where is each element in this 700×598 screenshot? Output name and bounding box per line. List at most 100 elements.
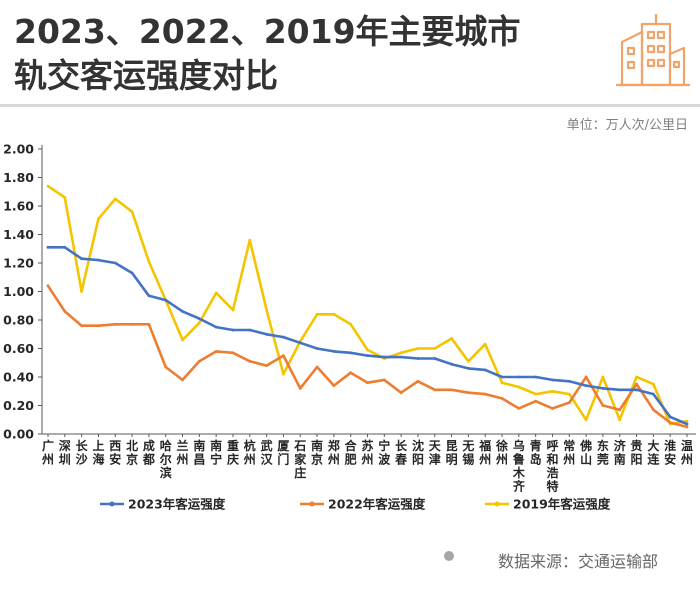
data-point <box>551 378 554 382</box>
x-tick-label: 苏州 <box>360 438 373 467</box>
unit-label: 单位：万人次/公里日 <box>566 118 688 133</box>
y-tick-label: 0.80 <box>3 313 34 328</box>
data-point <box>97 258 100 262</box>
data-point <box>483 368 487 372</box>
data-point <box>282 372 285 376</box>
data-point <box>567 379 571 383</box>
data-point <box>618 388 622 392</box>
data-point <box>80 290 83 293</box>
y-tick-label: 2.00 <box>3 142 34 157</box>
x-tick-label: 武汉 <box>261 438 274 467</box>
data-point <box>97 324 100 328</box>
data-point <box>265 364 268 367</box>
data-point <box>282 335 285 339</box>
data-point <box>248 359 252 363</box>
data-point <box>567 392 571 396</box>
x-tick-label: 杭州 <box>243 438 256 467</box>
data-point <box>130 210 134 214</box>
data-point <box>551 389 554 393</box>
x-tick-label: 南京 <box>311 438 323 467</box>
data-point <box>635 382 638 386</box>
data-point <box>197 321 201 325</box>
x-tick-label: 长沙 <box>76 438 89 467</box>
city-buildings-icon <box>616 14 690 87</box>
legend-label-0: 2023年客运强度 <box>128 497 226 512</box>
y-tick-label: 1.80 <box>3 170 34 185</box>
data-point <box>181 310 184 313</box>
data-point <box>349 322 353 326</box>
x-tick-label: 北京 <box>126 438 138 467</box>
x-tick-label: 贵阳 <box>631 438 643 467</box>
data-point <box>113 197 117 201</box>
data-point <box>349 371 353 375</box>
data-point <box>584 418 588 422</box>
data-point <box>618 408 622 412</box>
data-point <box>214 350 218 353</box>
source-bullet <box>444 551 454 561</box>
data-point <box>399 391 403 395</box>
y-tick-label: 1.40 <box>3 227 34 242</box>
data-point <box>332 350 336 353</box>
x-tick-label: 呼和浩特 <box>545 438 558 494</box>
data-point <box>282 354 285 357</box>
data-point <box>517 407 521 410</box>
x-tick-label: 宁波 <box>378 438 391 467</box>
data-point <box>130 271 134 275</box>
title-line-1: 2023、2022、2019年主要城市 <box>14 12 521 51</box>
data-point <box>366 348 369 352</box>
data-point <box>164 365 168 369</box>
data-point <box>382 378 386 382</box>
legend-marker-1 <box>309 501 315 507</box>
data-point <box>399 351 403 355</box>
data-point <box>584 384 588 387</box>
x-tick-label: 南昌 <box>193 438 205 467</box>
series-line-2 <box>46 184 689 426</box>
data-point <box>618 418 622 422</box>
data-point <box>214 325 218 329</box>
data-point <box>147 294 151 298</box>
x-tick-label: 长春 <box>394 438 408 467</box>
data-point <box>467 359 470 363</box>
title-divider <box>0 104 700 107</box>
data-point <box>500 375 504 379</box>
data-point <box>551 407 554 410</box>
data-point <box>265 332 268 336</box>
data-point <box>97 217 100 221</box>
x-tick-label: 佛山 <box>579 438 592 467</box>
data-point <box>517 385 521 389</box>
data-point <box>567 401 571 404</box>
x-tick-label: 东莞 <box>597 438 609 467</box>
data-point <box>652 408 655 412</box>
data-point <box>601 404 605 407</box>
data-point <box>534 375 538 379</box>
x-tick-label: 兰州 <box>176 438 189 467</box>
data-point <box>197 359 201 363</box>
data-point <box>399 355 403 359</box>
data-point <box>534 392 538 396</box>
data-point <box>483 342 487 346</box>
data-point <box>685 419 689 423</box>
data-point <box>433 388 437 392</box>
data-point <box>147 322 151 326</box>
data-point <box>685 425 689 429</box>
x-tick-label: 合肥 <box>345 438 358 467</box>
data-point <box>517 375 521 379</box>
x-tick-label: 西安 <box>109 439 121 467</box>
y-tick-label: 1.60 <box>3 199 34 214</box>
x-tick-label: 常州 <box>562 438 575 467</box>
data-point <box>164 298 168 302</box>
data-point <box>248 328 252 332</box>
y-tick-label: 0.20 <box>3 398 34 413</box>
x-tick-label: 南宁 <box>210 438 222 467</box>
data-point <box>298 387 302 390</box>
data-point <box>265 308 268 312</box>
data-point <box>63 196 67 199</box>
data-point <box>113 322 117 326</box>
data-point <box>231 351 235 355</box>
data-point <box>467 367 470 370</box>
x-tick-label: 天津 <box>429 439 442 467</box>
data-point <box>349 351 353 355</box>
data-point <box>332 384 336 387</box>
data-point <box>298 341 302 345</box>
